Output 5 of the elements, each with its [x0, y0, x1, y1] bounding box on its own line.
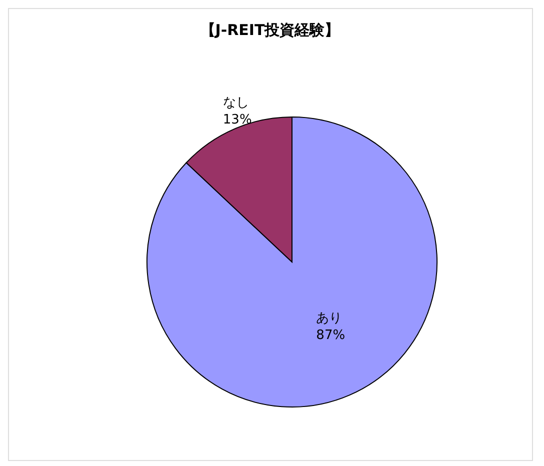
- slice-label: なし: [222, 95, 249, 110]
- data-label: 13%: [222, 112, 252, 128]
- slice-label: あり: [316, 310, 342, 326]
- data-label: 87%: [316, 328, 346, 343]
- chart-title: 【J-REIT投資経験】: [200, 21, 340, 39]
